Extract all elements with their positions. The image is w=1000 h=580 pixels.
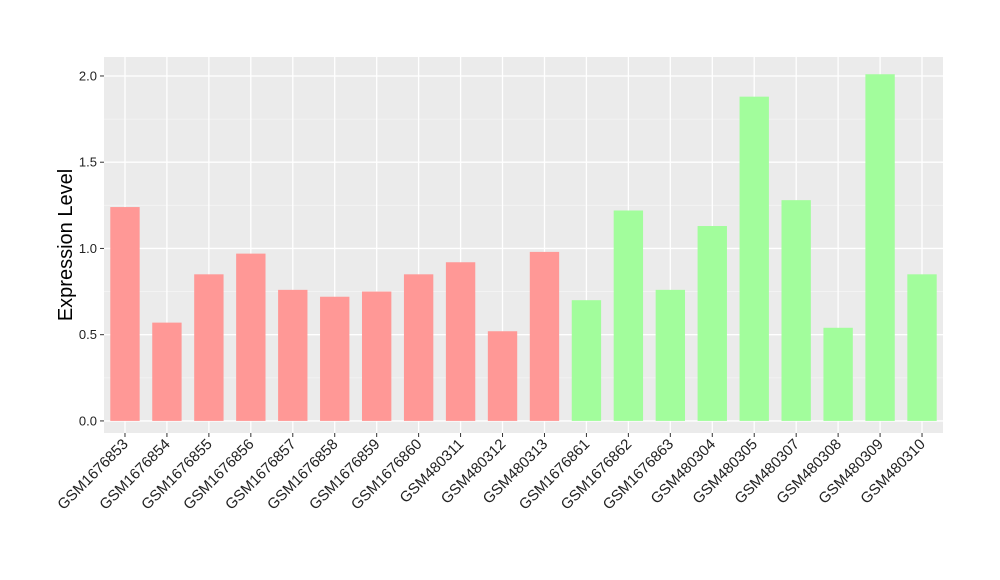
bar-gsm480308 [823,327,853,421]
y-tick-label: 0.5 [79,327,97,342]
bar-gsm1676862 [613,210,644,421]
bar-gsm1676857 [278,289,308,421]
bar-gsm1676855 [194,274,224,421]
bar-gsm1676856 [236,253,266,421]
bar-gsm480312 [487,331,518,421]
bar-gsm1676858 [320,296,350,421]
y-tick-label: 1.5 [79,155,97,170]
y-axis-title: Expression Level [55,169,77,321]
y-tick-label: 2.0 [79,68,97,83]
bar-gsm480309 [865,74,895,421]
bar-gsm1676859 [361,291,392,421]
bar-gsm480304 [697,226,727,421]
bar-gsm1676853 [110,207,140,421]
bar-gsm1676854 [152,322,182,421]
bar-gsm480311 [445,262,476,421]
bar-gsm480305 [739,96,769,421]
bar-gsm480307 [781,200,811,421]
y-tick-label: 0.0 [79,413,97,428]
bars [110,74,937,421]
bar-gsm1676860 [403,274,434,421]
bar-gsm1676861 [571,300,602,421]
x-axis: GSM1676853GSM1676854GSM1676855GSM1676856… [54,433,929,513]
x-tick-label: GSM1676853 [54,436,131,513]
plot-panel [104,57,943,433]
bar-gsm480310 [907,274,937,421]
bar-gsm1676863 [655,289,686,421]
y-tick-label: 1.0 [79,241,97,256]
y-axis: 0.0 0.5 1.0 1.5 2.0 [79,68,104,428]
bar-gsm480313 [529,251,560,421]
